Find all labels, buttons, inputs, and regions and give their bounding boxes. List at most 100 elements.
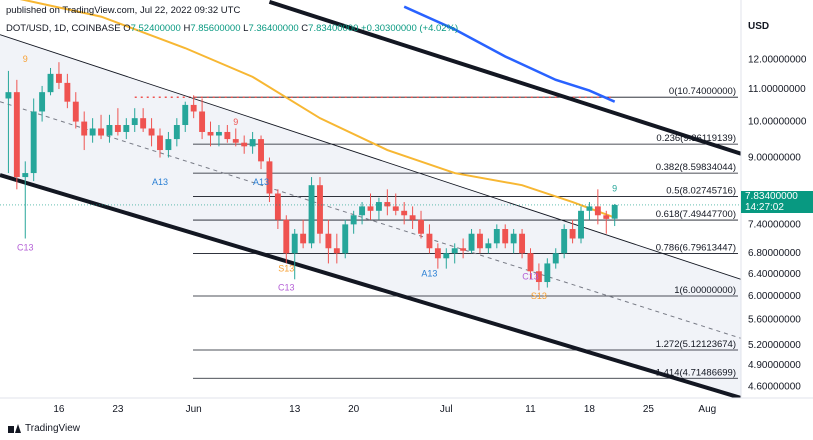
fib-label-4: 0.618(7.49447700) [656,209,736,220]
candle-body-65 [552,253,559,264]
high-label: H [183,23,191,34]
fib-label-3: 0.5(8.02745716) [666,186,736,197]
upper-outer-line [268,0,741,156]
candle-body-13 [114,125,121,132]
candle-body-38 [325,233,332,249]
candle-body-63 [535,271,542,283]
y-tick-label-2: 10.00000000 [748,117,807,128]
candle-body-68 [578,210,584,239]
last-price: 7.83400000 [745,191,798,202]
candle-body-51 [434,248,441,259]
channel-lower-line [0,173,741,398]
candle-body-62 [527,253,534,272]
high-value: 7.85600000 [190,23,241,34]
y-tick-label-11: 4.90000000 [748,360,801,371]
candle-body-8 [72,101,79,122]
candle-body-64 [544,263,551,283]
y-tick-label-6: 6.80000000 [748,248,801,259]
candle-body-22 [190,104,197,112]
signal-label-0: 9 [23,54,28,64]
symbol-label[interactable]: DOT/USD, 1D, COINBASE [6,23,121,34]
candle-body-39 [333,248,340,254]
candle-body-17 [148,128,155,136]
candle-body-16 [140,118,147,129]
x-tick-label-1: 23 [112,404,124,415]
candle-body-54 [460,248,467,251]
signal-label-9: S13 [531,291,547,301]
y-tick-label-8: 6.00000000 [748,291,801,302]
candle-body-57 [485,243,492,249]
currency-label: USD [748,21,770,32]
candle-body-52 [443,253,450,259]
y-tick-label-9: 5.60000000 [748,315,801,326]
candle-body-24 [207,131,214,136]
fib-label-7: 1.272(5.12123674) [656,339,736,350]
signal-label-8: C13 [522,271,539,281]
candle-body-56 [477,233,483,249]
candle-body-11 [98,128,104,136]
candle-body-6 [55,73,62,83]
candle-body-34 [291,233,298,254]
signal-label-5: S13 [278,263,294,273]
signal-label-2: A13 [152,177,168,187]
y-tick-label-0: 12.00000000 [748,54,807,65]
low-value: 7.36400000 [248,23,299,34]
change-value: +0.30300000 (+4.02%) [361,23,459,34]
y-tick-label-12: 4.60000000 [748,382,801,393]
candle-body-46 [392,206,399,211]
tradingview-logo-icon [8,424,22,433]
candle-body-58 [493,229,500,244]
candle-body-26 [224,131,231,140]
candle-body-25 [215,131,222,136]
candle-body-69 [586,206,593,211]
x-tick-label-8: 25 [643,404,655,415]
candle-body-12 [106,125,113,136]
candle-body-48 [409,215,416,220]
candle-body-4 [39,92,46,112]
open-value: 7.52400000 [130,23,181,34]
candle-body-59 [502,229,509,244]
candle-body-31 [266,161,273,194]
fib-label-2: 0.382(8.59834044) [656,162,736,173]
footer-brand[interactable]: TradingView [8,423,80,434]
candle-body-30 [258,139,264,162]
candle-body-18 [157,135,163,151]
candle-body-20 [173,125,180,140]
brand-name: TradingView [25,423,81,434]
y-tick-label-5: 7.40000000 [748,219,801,230]
moving-average-yellow [19,0,616,219]
candle-body-0 [5,92,12,99]
y-tick-label-3: 9.00000000 [748,153,801,164]
candle-body-23 [199,111,206,132]
candle-body-2 [22,173,29,178]
candle-body-71 [603,215,610,219]
signal-label-7: A13 [421,269,437,279]
x-tick-label-6: 11 [525,404,536,415]
candle-body-55 [468,233,475,251]
candle-body-44 [375,202,382,211]
x-tick-label-4: 20 [348,404,360,415]
open-label: O [123,23,131,34]
x-tick-label-7: 18 [584,404,596,415]
fib-label-5: 0.786(6.79613447) [656,242,736,253]
candle-body-5 [47,73,54,93]
low-label: L [243,23,249,34]
x-tick-label-2: Jun [186,404,202,415]
candle-body-9 [81,121,88,136]
fib-label-8: 1.414(4.71486699) [656,367,736,378]
y-tick-label-1: 11.00000000 [748,84,806,95]
signal-label-1: C13 [17,243,34,253]
last-price-badge: 7.83400000 14:27:02 [741,191,813,213]
signal-label-6: C13 [278,282,295,292]
fib-label-0: 0(10.74000000) [669,86,736,97]
channel-mid-line [0,101,741,339]
candle-body-21 [182,104,189,126]
candle-body-33 [283,219,290,254]
y-tick-label-7: 6.40000000 [748,269,801,280]
candle-body-53 [451,248,458,254]
candle-body-47 [401,210,408,216]
signal-label-10: 9 [612,183,617,193]
x-tick-label-9: Aug [698,404,716,415]
candle-body-60 [510,233,517,244]
